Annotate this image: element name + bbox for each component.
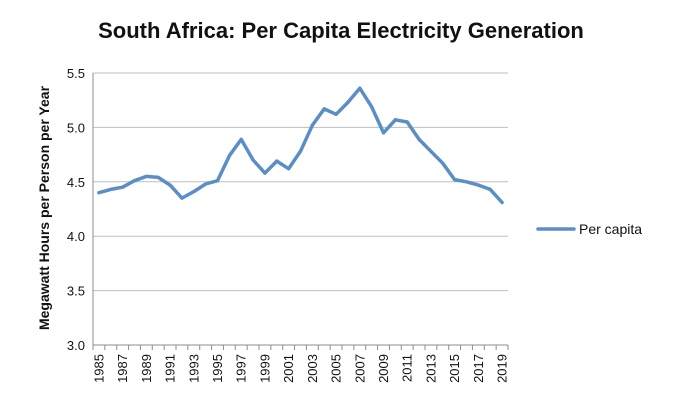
chart-title: South Africa: Per Capita Electricity Gen… — [98, 18, 584, 43]
data-point-1990 — [156, 175, 160, 180]
data-point-2005 — [334, 112, 338, 116]
x-tick-label-2007: 2007 — [352, 354, 367, 383]
data-point-1987 — [121, 185, 125, 189]
data-point-2011 — [405, 120, 409, 124]
data-point-1993 — [192, 189, 196, 194]
x-tick-labels: 1985 1987 1989 1991 1993 1995 1997 1999 2001 2003… — [91, 354, 509, 383]
x-tick-label-2017: 2017 — [471, 354, 486, 383]
data-point-1998 — [251, 158, 255, 162]
data-point-1989 — [144, 174, 148, 178]
data-point-1994 — [204, 182, 208, 186]
y-tick-label-3.5: 3.5 — [67, 284, 85, 299]
x-tick-label-2005: 2005 — [329, 354, 344, 383]
x-tick-label-2013: 2013 — [423, 354, 438, 383]
x-tick-label-2009: 2009 — [376, 354, 391, 383]
series-layer — [97, 86, 504, 205]
data-point-2001 — [287, 167, 291, 171]
data-point-2016 — [464, 180, 469, 184]
data-point-2006 — [346, 100, 350, 104]
x-tick-label-1991: 1991 — [163, 354, 178, 383]
x-tick-label-2003: 2003 — [305, 354, 320, 383]
data-point-2008 — [370, 105, 374, 109]
data-point-2003 — [310, 123, 314, 127]
data-point-1991 — [168, 183, 172, 187]
y-tick-label-4.0: 4.0 — [67, 229, 85, 244]
data-point-2002 — [298, 149, 303, 153]
gridlines — [93, 72, 508, 292]
data-point-1999 — [263, 171, 267, 175]
data-point-1985 — [97, 191, 101, 195]
legend-label: Per capita — [579, 221, 642, 237]
x-tick-label-1999: 1999 — [257, 354, 272, 383]
y-tick-labels: 3.0 3.5 4.0 4.5 5.0 5.5 — [67, 66, 85, 353]
x-tick-label-2001: 2001 — [281, 354, 296, 383]
data-point-2004 — [322, 107, 326, 111]
data-point-1996 — [227, 154, 231, 158]
x-tick-label-1995: 1995 — [210, 354, 225, 383]
data-point-1997 — [239, 137, 243, 141]
data-point-1995 — [215, 179, 220, 183]
y-axis-label: Megawatt Hours per Person per Year — [36, 85, 52, 330]
data-point-2019 — [500, 200, 504, 205]
y-tick-label-3.0: 3.0 — [67, 338, 85, 353]
legend: Per capita — [536, 221, 642, 237]
data-point-2015 — [453, 178, 457, 182]
data-point-2009 — [381, 131, 386, 135]
axes — [92, 73, 509, 350]
y-tick-label-4.5: 4.5 — [67, 175, 85, 190]
data-point-2017 — [476, 183, 480, 187]
data-point-1988 — [132, 179, 137, 183]
data-point-2014 — [441, 161, 445, 165]
series-line-per-capita — [97, 86, 504, 205]
y-tick-label-5.0: 5.0 — [67, 120, 85, 135]
y-tick-label-5.5: 5.5 — [67, 66, 85, 81]
x-tick-label-1997: 1997 — [234, 354, 249, 383]
data-point-1992 — [180, 196, 184, 200]
x-tick-label-1987: 1987 — [115, 354, 130, 383]
data-point-2000 — [275, 159, 279, 163]
data-point-2010 — [393, 118, 397, 122]
data-point-2013 — [429, 149, 433, 153]
data-point-2007 — [358, 86, 362, 90]
data-point-2018 — [488, 187, 492, 192]
data-point-2012 — [417, 137, 421, 141]
x-tick-label-2019: 2019 — [495, 354, 510, 383]
data-point-1986 — [109, 187, 113, 192]
x-tick-label-2011: 2011 — [400, 354, 415, 382]
x-tick-label-1985: 1985 — [91, 354, 106, 383]
x-tick-label-1989: 1989 — [139, 354, 154, 383]
x-tick-label-1993: 1993 — [186, 354, 201, 383]
x-tick-label-2015: 2015 — [447, 354, 462, 383]
